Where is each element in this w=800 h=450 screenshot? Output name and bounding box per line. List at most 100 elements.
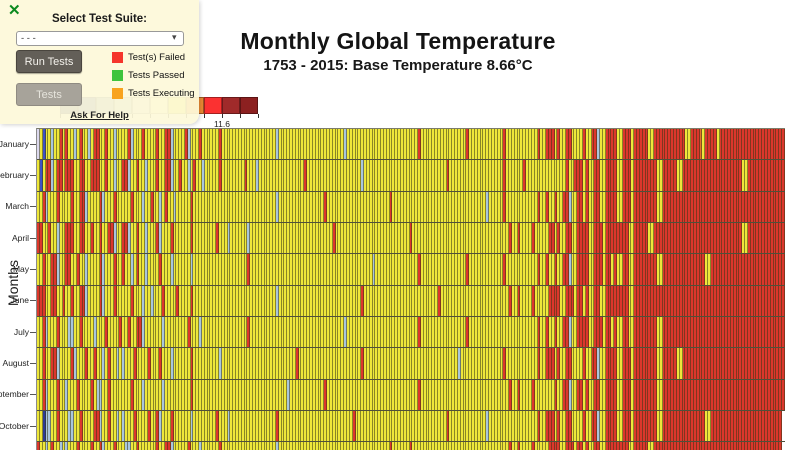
heatmap-cell — [59, 191, 63, 222]
heatmap-cell — [452, 160, 456, 191]
heatmap-cell — [611, 285, 615, 316]
heatmap-cell — [747, 191, 751, 222]
heatmap-cell — [255, 222, 259, 254]
heatmap-cell — [611, 348, 615, 379]
heatmap-cell — [500, 442, 504, 450]
heatmap-cell — [216, 129, 219, 160]
heatmap-cell — [418, 160, 421, 191]
heatmap-cell — [713, 410, 717, 442]
heatmap-cell — [338, 285, 342, 316]
heatmap-cell — [310, 222, 313, 254]
heatmap-cell — [699, 379, 703, 410]
heatmap-cell — [713, 348, 717, 379]
heatmap-cell — [51, 254, 55, 285]
heatmap-cell — [278, 160, 282, 191]
heatmap-cell — [82, 160, 86, 191]
heatmap-cell — [312, 410, 316, 442]
heatmap-cell — [580, 129, 583, 160]
heatmap-cell — [762, 160, 765, 191]
status-label: Tests Passed — [128, 70, 185, 81]
heatmap-cell — [631, 442, 635, 450]
heatmap-cell — [295, 348, 299, 379]
heatmap-cell — [674, 285, 677, 316]
heatmap-cell — [776, 316, 780, 348]
heatmap-cell — [506, 285, 510, 316]
heatmap-cell — [361, 191, 365, 222]
heatmap-cell — [386, 410, 390, 442]
run-tests-button[interactable]: Run Tests — [16, 50, 82, 73]
heatmap-cell — [241, 129, 245, 160]
test-suite-select[interactable]: - - - — [16, 31, 184, 46]
heatmap-cell — [182, 379, 185, 410]
heatmap-cell — [298, 222, 302, 254]
heatmap-cell — [435, 254, 438, 285]
y-axis-title: Months — [5, 260, 21, 306]
heatmap-cell — [469, 410, 473, 442]
heatmap-cell — [708, 285, 711, 316]
heatmap-cell — [261, 379, 265, 410]
heatmap-cell — [307, 222, 310, 254]
heatmap-cell — [583, 222, 586, 254]
heatmap-cell — [466, 285, 470, 316]
tests-button[interactable]: Tests — [16, 83, 82, 106]
heatmap-cell — [546, 316, 549, 348]
heatmap-cell — [511, 442, 515, 450]
heatmap-cell — [452, 254, 456, 285]
heatmap-cell — [327, 316, 330, 348]
heatmap-cell — [736, 191, 740, 222]
heatmap-cell — [59, 316, 63, 348]
heatmap-cell — [457, 254, 461, 285]
heatmap-cell — [398, 254, 401, 285]
heatmap-cell — [608, 379, 612, 410]
heatmap-cell — [173, 285, 177, 316]
heatmap-cell — [429, 442, 433, 450]
heatmap-cell — [537, 285, 541, 316]
heatmap-cell — [392, 129, 396, 160]
heatmap-cell — [543, 379, 547, 410]
heatmap-cell — [423, 222, 427, 254]
heatmap-cell — [207, 254, 211, 285]
heatmap-cell — [122, 222, 126, 254]
heatmap-cell — [386, 348, 390, 379]
heatmap-cell — [324, 285, 328, 316]
close-icon[interactable]: ✕ — [8, 2, 21, 19]
heatmap-cell — [170, 129, 174, 160]
heatmap-cell — [369, 316, 373, 348]
heatmap-cell — [329, 191, 333, 222]
heatmap-cell — [273, 316, 276, 348]
heatmap-cell — [619, 316, 623, 348]
heatmap-cell — [489, 254, 492, 285]
heatmap-cell — [580, 442, 583, 450]
heatmap-cell — [244, 222, 248, 254]
heatmap-cell — [585, 222, 589, 254]
heatmap-cell — [619, 348, 623, 379]
heatmap-cell — [497, 410, 501, 442]
heatmap-cell — [617, 254, 620, 285]
heatmap-cell — [486, 442, 490, 450]
heatmap-cell — [375, 222, 379, 254]
heatmap-cell — [392, 222, 396, 254]
heatmap-cell — [258, 379, 262, 410]
heatmap-cell — [332, 316, 336, 348]
ask-for-help-link[interactable]: Ask For Help — [70, 110, 129, 121]
heatmap-cell — [142, 442, 146, 450]
heatmap-cell — [537, 410, 541, 442]
heatmap-cell — [156, 222, 160, 254]
heatmap-cell — [162, 254, 165, 285]
heatmap-cell — [503, 129, 507, 160]
heatmap-cell — [401, 442, 404, 450]
heatmap-cell — [648, 348, 652, 379]
heatmap-cell — [162, 191, 165, 222]
heatmap-cell — [233, 442, 237, 450]
heatmap-cell — [767, 160, 771, 191]
heatmap-cell — [96, 348, 100, 379]
heatmap-cell — [207, 316, 211, 348]
heatmap-cell — [213, 442, 217, 450]
heatmap-cell — [358, 316, 362, 348]
heatmap-cell — [543, 316, 547, 348]
chart-title-block: Monthly Global Temperature 1753 - 2015: … — [240, 28, 555, 74]
heatmap-cell — [332, 191, 336, 222]
heatmap-cell — [770, 348, 774, 379]
heatmap-cell — [597, 160, 601, 191]
heatmap-cell — [199, 191, 202, 222]
